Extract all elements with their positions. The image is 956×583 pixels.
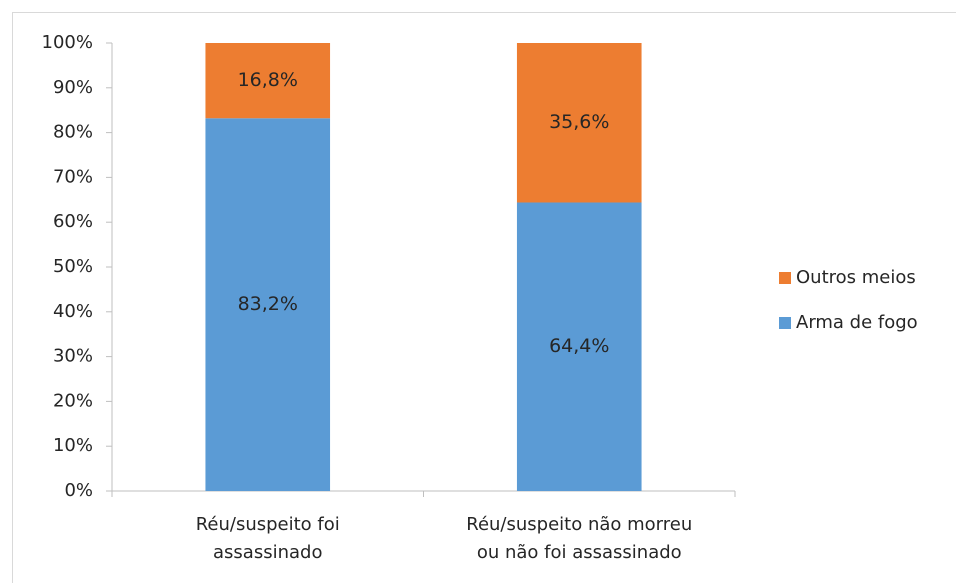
y-tick-label: 40%: [53, 301, 93, 322]
bar-segment: [516, 43, 642, 203]
x-tick-label: Réu/suspeito foi assassinado: [195, 514, 340, 563]
y-tick-label: 80%: [53, 122, 93, 143]
y-tick-label: 10%: [53, 435, 93, 456]
x-tick-label: Réu/suspeito não morreu ou não foi assas…: [466, 514, 693, 563]
y-tick-label: 60%: [53, 211, 93, 232]
legend-swatch: [779, 272, 791, 284]
y-tick-label: 0%: [64, 480, 93, 501]
y-tick-label: 30%: [53, 346, 93, 367]
legend-label: Arma de fogo: [796, 312, 918, 333]
y-tick-label: 90%: [53, 77, 93, 98]
chart-border: [12, 12, 956, 583]
y-tick-label: 50%: [53, 256, 93, 277]
legend-swatch: [779, 317, 791, 329]
data-label: 64,4%: [549, 335, 609, 357]
legend-label: Outros meios: [796, 267, 916, 288]
y-tick-label: 100%: [42, 32, 93, 53]
bar-segment: [205, 118, 331, 491]
y-tick-label: 20%: [53, 390, 93, 411]
bar-segment: [516, 202, 642, 491]
data-label: 35,6%: [549, 111, 609, 133]
data-label: 83,2%: [238, 293, 298, 315]
data-label: 16,8%: [238, 69, 298, 91]
y-tick-label: 70%: [53, 166, 93, 187]
bar-segment: [205, 43, 331, 119]
